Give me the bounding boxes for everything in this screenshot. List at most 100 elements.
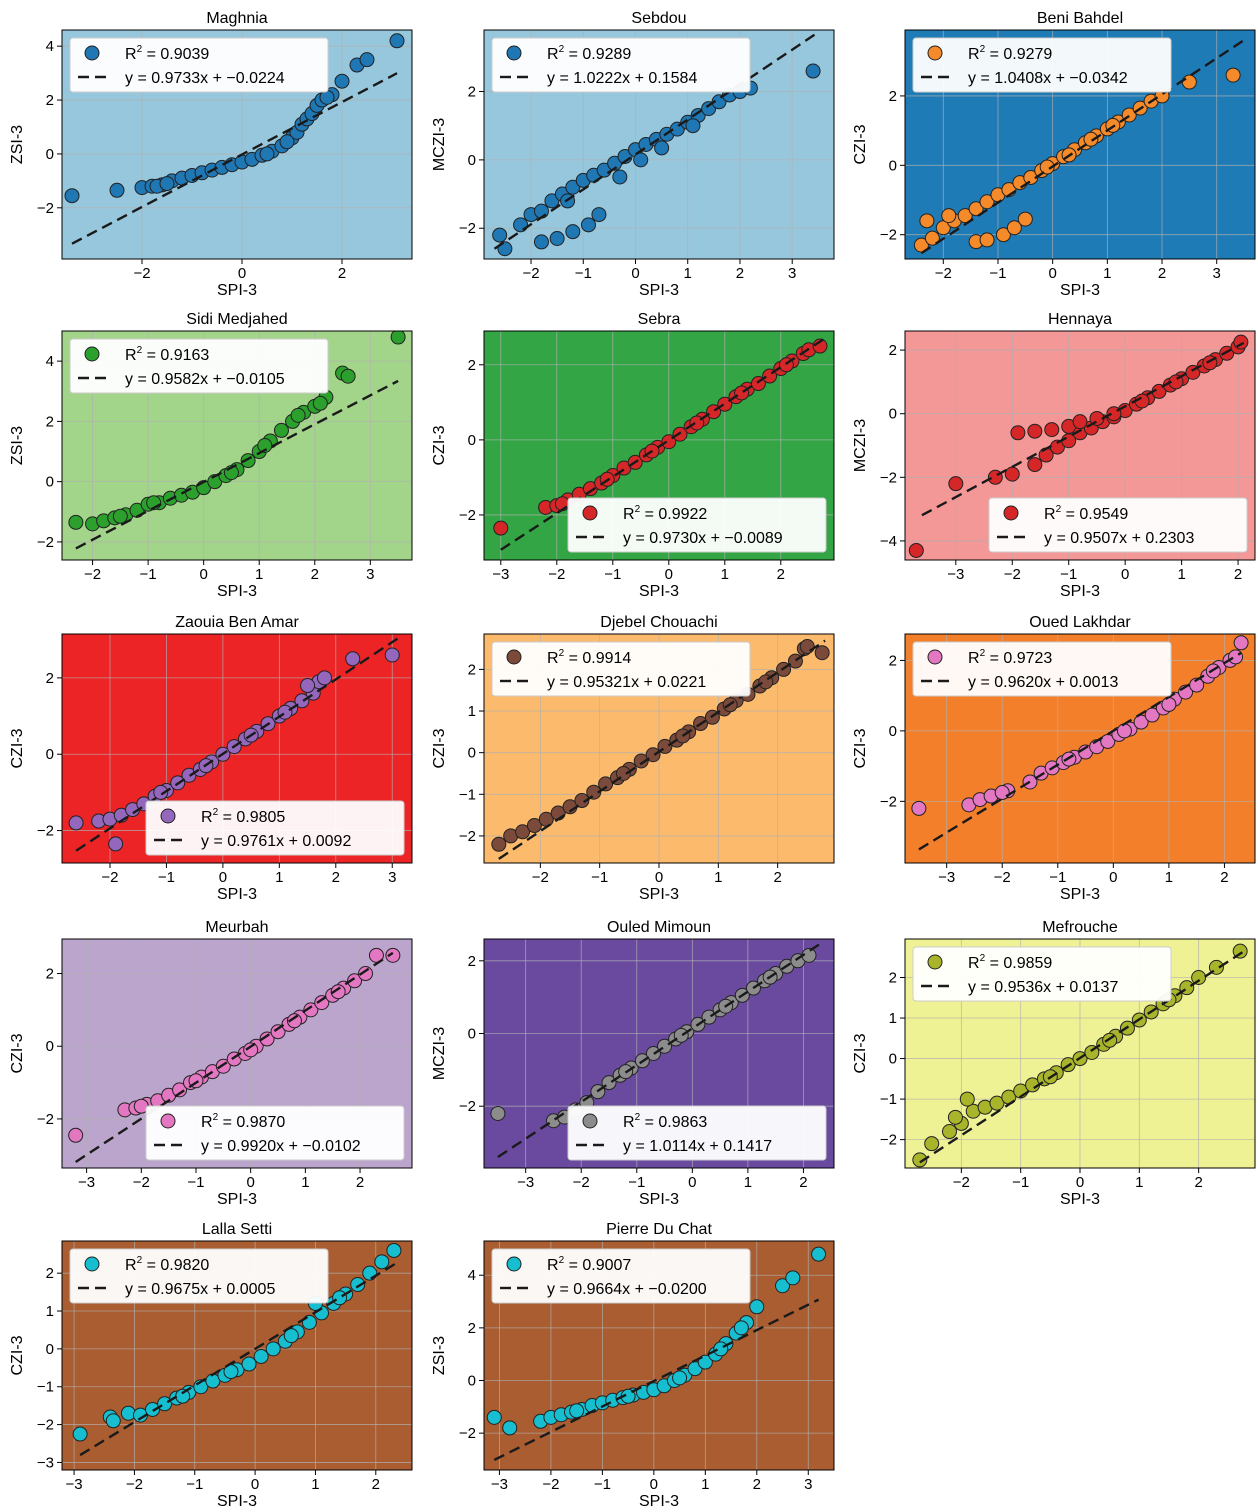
data-point [362,1265,378,1281]
subplot: −3 −2 −1 0 1 2 3 −2 0 2 4 Pierre Du Chat SPI-3 ZSI-3 R… [431,1221,835,1510]
data-point [108,836,124,852]
y-tick-label: 0 [468,745,476,762]
axes-frame [904,330,1256,561]
regression-line [919,948,1247,1164]
legend: R2 = 0.9163 y = 0.9582x + −0.0105 [69,338,329,394]
legend-box [69,338,329,394]
x-axis-label: SPI-3 [639,282,679,299]
data-point [153,784,169,800]
x-tick-label: 2 [1158,265,1166,282]
data-point [924,1136,940,1152]
legend-equation: y = 0.9582x + −0.0105 [125,371,285,388]
legend-marker [160,808,176,824]
y-tick-label: 0 [468,152,476,169]
y-axis-label: MCZI-3 [852,419,869,472]
x-axis-label: SPI-3 [1060,886,1100,903]
data-point [300,678,316,694]
regression-line [75,951,394,1163]
legend-marker [1003,505,1019,521]
data-point [526,818,542,834]
data-point [515,824,531,840]
data-point [1233,635,1249,651]
data-point [569,1403,585,1419]
legend: R2 = 0.9859 y = 0.9536x + 0.0137 [912,946,1172,1002]
legend: R2 = 0.9914 y = 0.95321x + 0.0221 [491,641,751,697]
data-point [591,207,607,223]
x-tick-label: −1 [575,265,592,282]
subplot: −3 −2 −1 0 1 2 −4 −2 0 2 Hennaya SPI-3 MCZI-3 R2 = 0.… [852,311,1256,600]
regression-line [79,1259,401,1457]
y-tick-label: 2 [46,1265,54,1282]
legend: R2 = 0.9549 y = 0.9507x + 0.2303 [988,497,1248,553]
legend-r2-value: 0.9863 [658,1114,707,1131]
x-tick-label: 0 [650,1476,658,1493]
legend-marker [84,1256,100,1272]
legend-r2-value: 0.9007 [582,1257,631,1274]
data-point [941,208,957,224]
x-axis-label: SPI-3 [1060,282,1100,299]
data-point [911,800,927,816]
subplot-title: Ouled Mimoun [607,919,711,936]
x-axis-label: SPI-3 [1060,583,1100,600]
data-point [919,213,935,229]
axes-frame [904,29,1256,260]
subplot-title: Maghnia [206,10,267,27]
data-point [1233,334,1249,350]
x-tick-label: 2 [799,1174,807,1191]
x-tick-label: −2 [126,1476,143,1493]
data-point [283,1328,299,1344]
x-tick-label: 2 [338,265,346,282]
data-point [565,179,581,195]
legend-r2-value: 0.9922 [658,506,707,523]
data-point [1004,466,1020,482]
y-tick-label: −2 [880,793,897,810]
data-point [330,984,346,1000]
data-point [112,508,128,524]
y-tick-label: 0 [468,1026,476,1043]
data-point [72,1426,88,1442]
legend-box [69,1248,329,1304]
y-tick-label: −2 [880,227,897,244]
x-tick-label: −2 [994,869,1011,886]
y-tick-label: 1 [468,703,476,720]
x-tick-label: −2 [548,566,565,583]
y-tick-label: −1 [459,786,476,803]
data-point [1027,457,1043,473]
subplot: −2 0 2 −2 0 2 4 Maghnia SPI-3 ZSI-3 R2 = 0.9039 y =… [9,10,413,299]
data-point [68,1127,84,1143]
points-group [72,1242,402,1442]
data-point [105,1413,121,1429]
y-tick-label: 2 [468,84,476,101]
subplot: −2 −1 0 1 2 3 −2 0 2 Beni Bahdel SPI-3 CZI-3 R2 = 0.… [852,10,1256,299]
subplot-title: Zaouia Ben Amar [175,614,299,631]
data-point [994,785,1010,801]
x-tick-label: −1 [186,1476,203,1493]
y-axis-label: CZI-3 [9,1033,26,1073]
y-tick-label: −2 [459,507,476,524]
legend-r2-value: 0.9289 [582,46,631,63]
legend-equation: y = 1.0114x + 0.1417 [623,1138,772,1155]
axes-frame [483,330,835,561]
x-tick-label: 0 [665,566,673,583]
regression-line [493,1298,820,1461]
y-tick-label: 2 [468,1320,476,1337]
data-point [374,1254,390,1270]
y-tick-label: 2 [46,413,54,430]
x-tick-label: 2 [356,1174,364,1191]
data-point [979,232,995,248]
regression-line [493,31,819,250]
data-point [279,134,295,150]
data-point [172,1082,188,1098]
y-tick-label: 0 [468,1373,476,1390]
x-tick-label: 1 [684,265,692,282]
x-tick-label: 1 [1135,1174,1143,1191]
x-tick-label: −2 [101,869,118,886]
x-axis-label: SPI-3 [217,583,257,600]
data-point [814,645,830,661]
subplot: −3 −2 −1 0 1 2 −2 0 2 Oued Lakhdar SPI-3 CZI-3 R2 = … [852,614,1256,903]
legend-marker [927,954,943,970]
legend: R2 = 0.9863 y = 1.0114x + 0.1417 [567,1105,827,1161]
data-point [243,1042,259,1058]
y-tick-label: −2 [459,828,476,845]
y-tick-label: 0 [889,157,897,174]
